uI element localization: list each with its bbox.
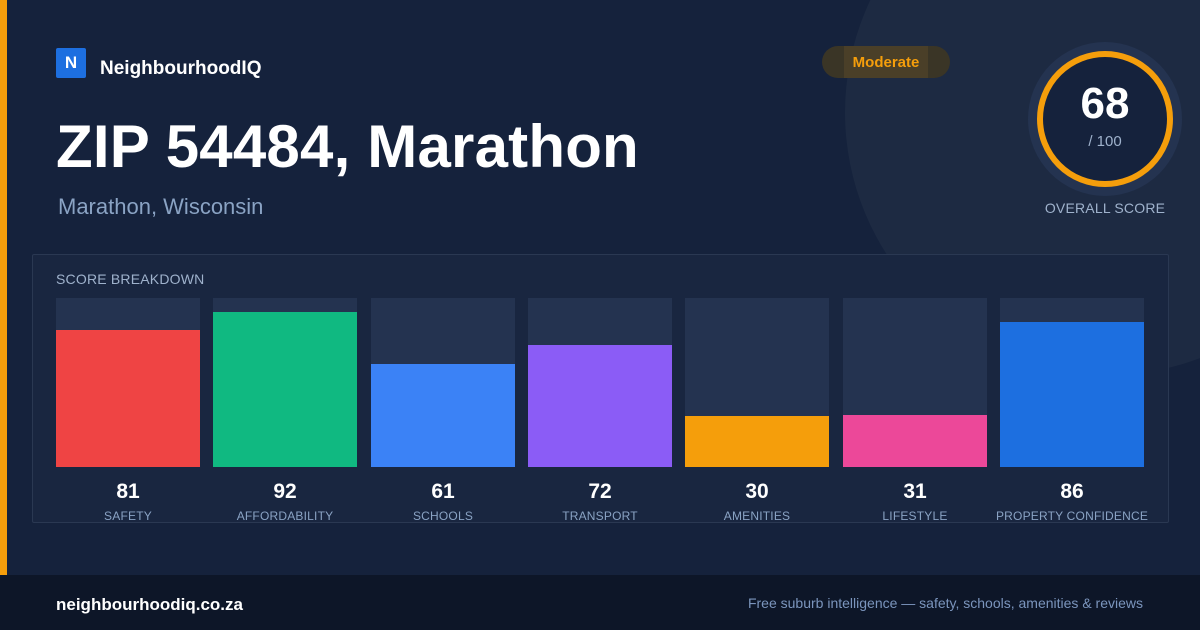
brand-logo-icon: N [56, 48, 86, 78]
score-breakdown-label: SCORE BREAKDOWN [56, 271, 205, 287]
bar-fill [528, 345, 672, 467]
brand-name: NeighbourhoodIQ [100, 58, 262, 79]
page-title: ZIP 54484, Marathon [56, 113, 639, 180]
bar-track [528, 298, 672, 467]
brand[interactable]: N NeighbourhoodIQ [56, 46, 261, 80]
bar-label: TRANSPORT [562, 509, 638, 523]
bar-value: 92 [273, 480, 297, 503]
bar-label: SCHOOLS [412, 509, 474, 523]
accent-stripe [0, 0, 7, 575]
bar-value: 72 [588, 480, 612, 503]
footer: neighbourhoodiq.co.za Free suburb intell… [0, 575, 1200, 630]
rating-badge-label: Moderate [844, 46, 928, 78]
bar-track [1000, 298, 1144, 467]
bar-track [685, 298, 829, 467]
overall-score-label: OVERALL SCORE [1044, 200, 1166, 216]
bar-track [843, 298, 987, 467]
bar-value: 30 [745, 480, 769, 503]
bar-label: SAFETY [104, 509, 152, 523]
bar-fill [685, 416, 829, 467]
bar-value: 81 [116, 480, 140, 503]
page-subtitle: Marathon, Wisconsin [58, 194, 264, 219]
bar-value: 31 [903, 480, 927, 503]
footer-tagline: Free suburb intelligence — safety, schoo… [747, 595, 1143, 611]
bar-value: 61 [431, 480, 455, 503]
bar-track [213, 298, 357, 467]
bar-fill [843, 415, 987, 467]
bar-label: AMENITIES [723, 509, 791, 523]
bar-fill [1000, 322, 1144, 467]
bar-track [371, 298, 515, 467]
bar-fill [371, 364, 515, 467]
overall-score-max: / 100 [1088, 133, 1122, 150]
bar-value: 86 [1060, 480, 1084, 503]
bar-fill [56, 330, 200, 467]
rating-badge: Moderate [822, 46, 950, 78]
footer-domain-link[interactable]: neighbourhoodiq.co.za [56, 595, 243, 614]
overall-score-value: 68 [1080, 79, 1130, 128]
bar-track [56, 298, 200, 467]
score-ring [1037, 51, 1173, 187]
bar-label: LIFESTYLE [882, 509, 948, 523]
bar-label: PROPERTY CONFIDENCE [995, 509, 1149, 523]
bar-fill [213, 312, 357, 467]
bar-label: AFFORDABILITY [236, 509, 334, 523]
